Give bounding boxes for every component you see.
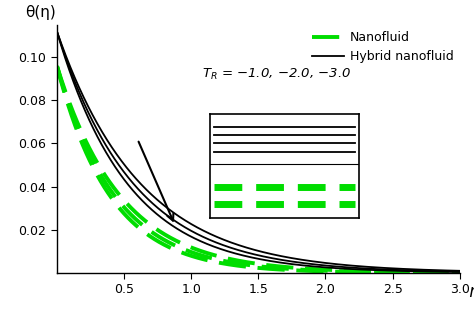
Text: $T_R$ = −1.0, −2.0, −3.0: $T_R$ = −1.0, −2.0, −3.0 [202,67,351,82]
Text: θ(η): θ(η) [25,5,55,20]
Legend: Nanofluid, Hybrid nanofluid: Nanofluid, Hybrid nanofluid [307,26,458,68]
Text: η: η [468,283,474,301]
